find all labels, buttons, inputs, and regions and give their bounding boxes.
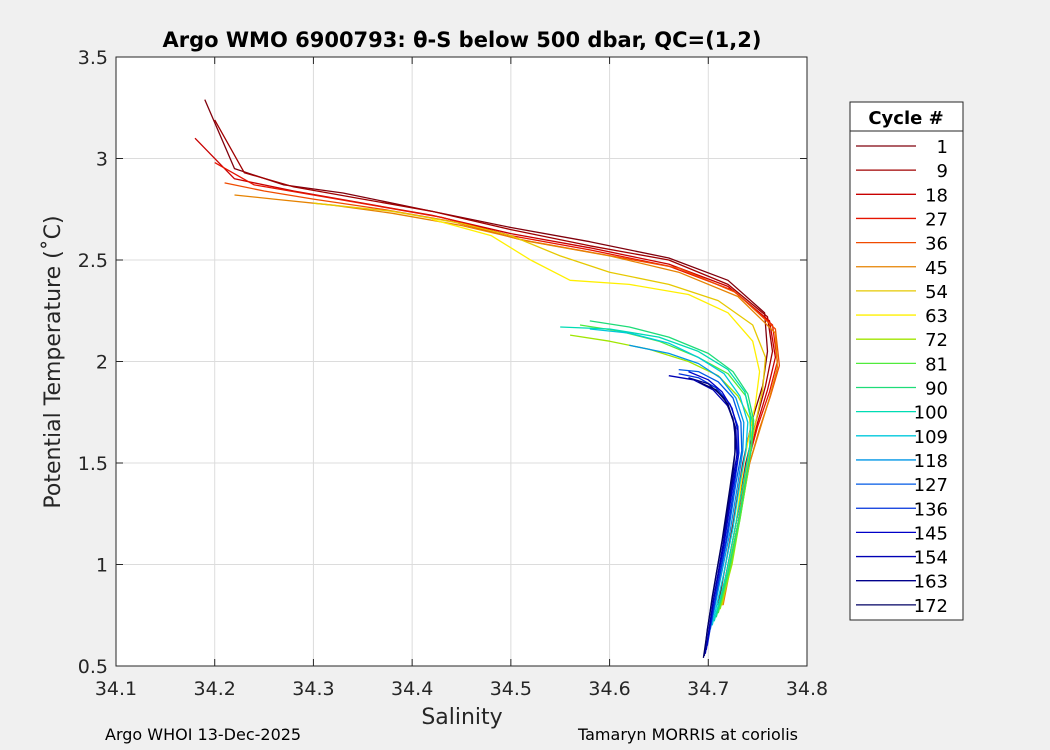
x-tick-label: 34.8 [786, 678, 828, 700]
legend: Cycle # 1 9 18 27 36 45 54 63 72 81 90 100 109 118 127… [849, 101, 964, 621]
legend-label: 127 [914, 475, 948, 496]
series-line-cycle-109 [589, 328, 749, 626]
legend-entry: 90 [856, 379, 948, 400]
x-tick-label: 34.3 [292, 678, 334, 700]
y-axis-label: Potential Temperature (˚C) [41, 215, 66, 508]
legend-entry: 172 [856, 596, 948, 617]
x-tick-label: 34.7 [687, 678, 729, 700]
legend-label: 27 [925, 209, 948, 230]
y-tick-label: 1.5 [78, 453, 108, 475]
y-tick-label: 3.5 [78, 47, 108, 69]
legend-label: 163 [914, 572, 948, 593]
x-tick-label: 34.4 [391, 678, 433, 700]
legend-entry: 145 [856, 523, 948, 544]
legend-label: 72 [925, 330, 948, 351]
legend-entry: 127 [856, 475, 948, 496]
series-line-cycle-172 [698, 381, 736, 658]
legend-label: 36 [925, 234, 948, 255]
legend-label: 1 [937, 137, 948, 158]
legend-label: 136 [914, 499, 948, 520]
legend-label: 54 [925, 282, 948, 303]
legend-entry: 18 [856, 185, 948, 206]
y-tick-label: 2 [96, 352, 108, 374]
x-tick-label: 34.5 [490, 678, 532, 700]
legend-label: 18 [925, 185, 948, 206]
legend-entries: 1 9 18 27 36 45 54 63 72 81 90 100 109 118 127 136 145 15… [856, 137, 948, 617]
data-lines [194, 99, 781, 658]
series-line-cycle-9 [214, 119, 774, 606]
legend-label: 172 [914, 596, 948, 617]
legend-entry: 9 [856, 161, 948, 182]
legend-entry: 54 [856, 282, 948, 303]
legend-label: 154 [914, 548, 948, 569]
y-tick-label: 1 [96, 555, 108, 577]
legend-label: 118 [914, 451, 948, 472]
footer-right: Tamaryn MORRIS at coriolis [577, 725, 798, 744]
legend-entry: 72 [856, 330, 948, 351]
legend-label: 145 [914, 523, 948, 544]
legend-entry: 45 [856, 258, 948, 279]
y-tick-label: 3 [96, 149, 108, 171]
x-tick-label: 34.1 [95, 678, 137, 700]
legend-label: 90 [925, 379, 948, 400]
legend-label: 81 [925, 354, 948, 375]
legend-entry: 118 [856, 451, 948, 472]
ticks [115, 56, 808, 667]
legend-entry: 109 [856, 427, 948, 448]
y-tick-label: 0.5 [78, 656, 108, 678]
legend-entry: 100 [856, 403, 948, 424]
x-tick-label: 34.6 [588, 678, 630, 700]
legend-entry: 163 [856, 572, 948, 593]
x-tick-label: 34.2 [194, 678, 236, 700]
legend-label: 45 [925, 258, 948, 279]
legend-label: 100 [914, 403, 948, 424]
chart-title: Argo WMO 6900793: θ-S below 500 dbar, QC… [163, 28, 762, 52]
legend-entry: 136 [856, 499, 948, 520]
legend-entry: 36 [856, 234, 948, 255]
legend-label: 9 [937, 161, 948, 182]
x-axis-label: Salinity [421, 705, 502, 730]
legend-box [849, 101, 964, 621]
footer-left: Argo WHOI 13-Dec-2025 [105, 725, 301, 744]
legend-entry: 1 [856, 137, 948, 158]
legend-entry: 27 [856, 209, 948, 230]
legend-title: Cycle # [868, 108, 943, 129]
series-line-cycle-90 [589, 320, 755, 618]
tick-labels: 34.1 34.2 34.3 34.4 34.5 34.6 34.7 34.8 0.5 1 1.5 2… [78, 47, 828, 700]
series-line-cycle-118 [629, 344, 745, 630]
series-line-cycle-100 [560, 326, 752, 622]
legend-entry: 63 [856, 306, 948, 327]
legend-entry: 81 [856, 354, 948, 375]
legend-entry: 154 [856, 548, 948, 569]
legend-label: 63 [925, 306, 948, 327]
legend-label: 109 [914, 427, 948, 448]
y-tick-label: 2.5 [78, 250, 108, 272]
series-line-cycle-45 [234, 194, 779, 606]
